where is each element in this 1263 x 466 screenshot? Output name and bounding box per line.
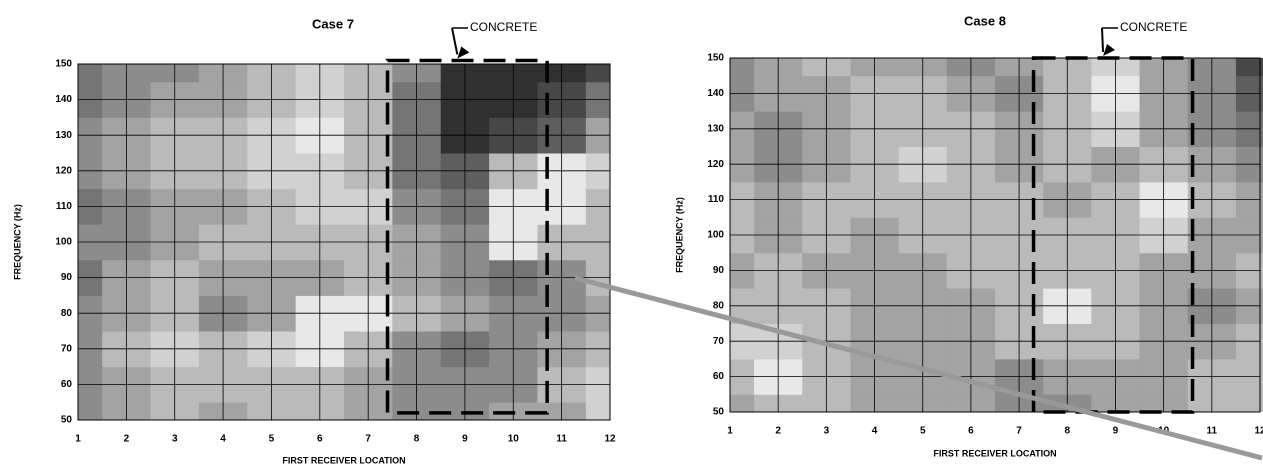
connector [574,275,1263,461]
x-tick-label: 2 [124,434,130,445]
plot-frame [77,63,611,421]
x-tick-label: 8 [414,434,420,445]
x-tick-label: 12 [604,434,616,445]
y-tick-label: 110 [56,201,73,212]
y-tick-label: 110 [708,194,725,205]
y-tick-label: 80 [713,300,725,311]
y-tick-label: 120 [707,159,724,170]
x-tick-label: 5 [269,434,275,445]
cell [730,394,755,412]
x-tick-label: 6 [968,426,974,437]
cell [585,64,610,83]
x-tick-label: 5 [920,426,926,437]
y-tick-label: 50 [713,407,725,418]
y-axis-label: FREQUENCY (Hz) [674,197,684,273]
y-tick-label: 50 [61,415,73,426]
y-tick-label: 120 [55,165,72,176]
x-tick-label: 4 [220,434,226,445]
y-tick-label: 130 [55,130,72,141]
x-tick-label: 2 [775,426,781,437]
x-tick-label: 7 [1016,426,1022,437]
annotation-arrow [457,46,470,59]
y-tick-label: 100 [707,230,724,241]
concrete-region [1031,56,1195,414]
annotation-arrow [1103,44,1116,56]
annotation: CONCRETE [470,20,537,34]
x-tick-label: 7 [365,434,371,445]
x-tick-label: 9 [462,434,468,445]
plot-frame [729,57,1261,413]
y-tick-label: 150 [707,53,724,64]
x-axis-label: FIRST RECEIVER LOCATION [933,448,1056,458]
y-tick-label: 70 [713,336,725,347]
chart-title: Case 8 [964,13,1006,28]
y-tick-label: 140 [707,88,724,99]
cell [1235,394,1263,412]
y-tick-label: 70 [61,343,73,354]
y-tick-label: 130 [707,123,724,134]
concrete-region [385,58,549,415]
cell [730,58,755,77]
x-tick-label: 3 [172,434,178,445]
x-tick-label: 1 [727,426,733,437]
y-tick-label: 140 [55,94,72,105]
y-axis-label: FREQUENCY (Hz) [12,204,22,280]
annotation-leader [1101,27,1105,53]
y-tick-label: 90 [713,265,725,276]
y-tick-label: 100 [55,237,72,248]
x-tick-label: 8 [1064,426,1070,437]
x-axis-label: FIRST RECEIVER LOCATION [282,455,405,465]
cell [78,402,103,420]
chart: 1234567891011125060708090100110120130140… [674,13,1263,458]
y-tick-label: 60 [713,371,725,382]
y-tick-label: 90 [61,272,73,283]
y-tick-label: 150 [55,59,72,70]
annotation-leader [451,27,459,55]
x-tick-label: 10 [508,434,520,445]
x-tick-label: 6 [317,434,323,445]
cell [1235,58,1263,77]
x-tick-label: 1 [75,434,81,445]
x-tick-label: 11 [1207,426,1218,437]
x-tick-label: 3 [824,426,830,437]
x-tick-label: 12 [1254,426,1263,437]
cell [78,64,103,83]
y-tick-label: 60 [61,379,73,390]
x-tick-label: 9 [1113,426,1119,437]
x-tick-label: 4 [872,426,878,437]
cell [585,402,610,420]
y-tick-label: 80 [61,308,73,319]
chart-title: Case 7 [312,16,354,31]
annotation: CONCRETE [1120,20,1187,34]
x-tick-label: 11 [556,434,567,445]
